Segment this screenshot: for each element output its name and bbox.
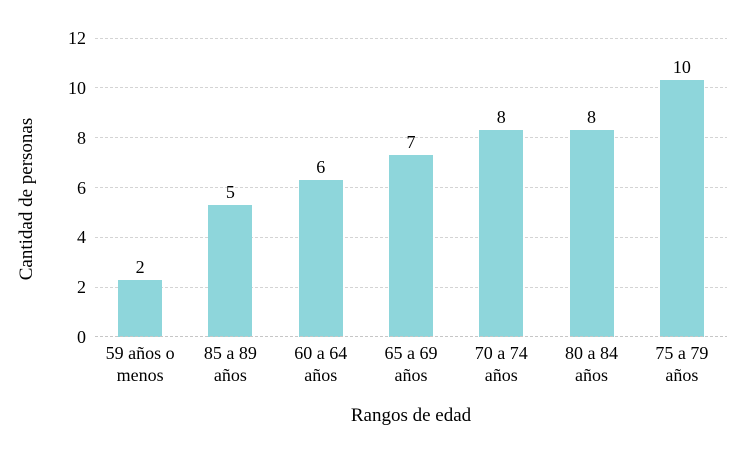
x-category-label: 75 a 79 años [655,343,709,385]
x-category-label: 59 años o menos [105,343,175,385]
gridline-y-8 [95,137,727,139]
plot-area: 2 5 6 7 8 8 10 [95,37,727,337]
x-category-label: 85 a 89 años [203,343,257,385]
bar-slot: 6 [276,38,366,337]
bar-value-label: 6 [316,157,326,178]
bar-slot: 10 [637,38,727,337]
y-axis-ticks: 0 2 4 6 8 10 12 [0,28,86,347]
x-category-label: 80 a 84 años [565,343,619,385]
bar-slot: 7 [366,38,456,337]
y-tick-label-10: 10 [68,77,86,98]
bar-6 [569,130,614,337]
x-axis-line [95,336,727,337]
y-tick-label-4: 4 [77,227,86,248]
bar-slot: 8 [456,38,546,337]
x-axis-category-labels: 59 años o menos 85 a 89 años 60 a 64 años 6… [95,342,727,386]
y-tick-label-2: 2 [77,277,86,298]
bar-slot: 2 [95,38,185,337]
y-tick-label-12: 12 [68,28,86,48]
bar-value-label: 8 [496,107,506,128]
x-axis-title: Rangos de edad [350,405,472,426]
gridline-y-10 [95,87,727,89]
bar-value-label: 7 [406,132,416,153]
y-tick-label-6: 6 [77,177,86,198]
bar-1 [118,279,163,337]
x-category-label: 60 a 64 años [294,343,348,385]
bar-value-label: 5 [225,181,235,202]
bar-value-label: 10 [672,57,691,78]
bar-2 [208,204,253,337]
bar-value-label: 2 [135,256,145,277]
bar-slot: 5 [185,38,275,337]
bar-7 [659,80,704,337]
bar-3 [298,180,343,337]
bar-4 [388,155,433,337]
x-category-label: 70 a 74 años [474,343,528,385]
bars-row: 2 5 6 7 8 8 10 [95,38,727,337]
bar-value-label: 8 [587,107,597,128]
x-category-label: 65 a 69 años [384,343,438,385]
y-tick-label-8: 8 [77,127,86,148]
y-tick-label-0: 0 [77,327,86,347]
bar-5 [479,130,524,337]
gridline-y-12 [95,37,727,39]
bar-slot: 8 [546,38,636,337]
